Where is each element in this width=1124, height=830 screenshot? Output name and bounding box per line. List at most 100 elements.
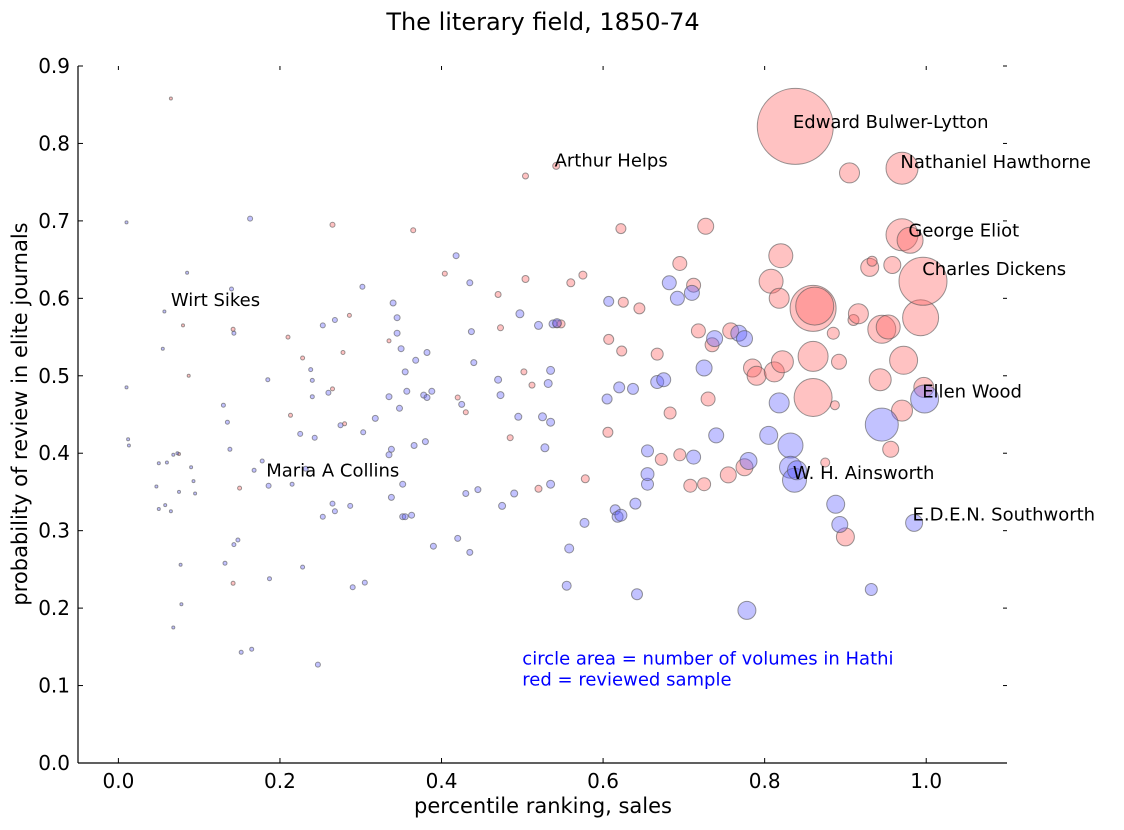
reviewed-point xyxy=(506,434,514,442)
unreviewed-point xyxy=(631,588,643,601)
unreviewed-point xyxy=(412,356,420,364)
x-tick-label: 0.4 xyxy=(426,769,458,793)
x-tick-label: 0.6 xyxy=(587,769,619,793)
reviewed-point xyxy=(898,256,948,306)
reviewed-point xyxy=(672,256,688,271)
unreviewed-point xyxy=(289,481,295,487)
unreviewed-point xyxy=(156,507,161,511)
unreviewed-point xyxy=(371,414,379,422)
reviewed-point xyxy=(847,314,860,326)
unreviewed-point xyxy=(534,320,543,330)
reviewed-point xyxy=(633,302,646,315)
unreviewed-point xyxy=(429,542,437,550)
unreviewed-point xyxy=(641,477,654,491)
reviewed-point xyxy=(882,440,900,458)
reviewed-point xyxy=(441,270,448,277)
unreviewed-point xyxy=(458,400,466,408)
unreviewed-point xyxy=(347,502,354,509)
reviewed-point xyxy=(700,391,716,407)
unreviewed-point xyxy=(410,442,418,449)
unreviewed-point xyxy=(401,513,409,521)
x-tick-label: 1.0 xyxy=(910,769,942,793)
unreviewed-point xyxy=(421,438,429,446)
unreviewed-point xyxy=(235,537,241,543)
unreviewed-point xyxy=(466,279,474,287)
y-axis-label: probability of review in elite journals xyxy=(8,222,32,605)
point-label: Edward Bulwer-Lytton xyxy=(793,112,989,133)
unreviewed-point xyxy=(311,434,318,441)
reviewed-point xyxy=(603,333,615,345)
unreviewed-point xyxy=(189,465,194,470)
reviewed-point xyxy=(875,314,901,340)
unreviewed-point xyxy=(401,368,409,376)
reviewed-point xyxy=(285,334,291,340)
reviewed-point xyxy=(860,257,880,277)
unreviewed-point xyxy=(314,661,321,668)
unreviewed-point xyxy=(329,500,336,507)
unreviewed-point xyxy=(267,576,272,582)
unreviewed-point xyxy=(179,602,184,607)
annotation-text: red = reviewed sample xyxy=(522,670,731,691)
reviewed-point xyxy=(867,314,897,344)
unreviewed-point xyxy=(359,283,366,290)
unreviewed-point xyxy=(168,509,173,514)
unreviewed-point xyxy=(552,318,562,329)
unreviewed-point xyxy=(514,412,523,421)
reviewed-point xyxy=(770,350,794,374)
y-tick-label: 0.4 xyxy=(38,441,70,465)
reviewed-point xyxy=(522,172,529,180)
unreviewed-point xyxy=(185,270,190,275)
reviewed-point xyxy=(181,323,185,328)
unreviewed-point xyxy=(826,494,846,514)
unreviewed-point xyxy=(361,579,368,586)
reviewed-point xyxy=(768,287,790,309)
unreviewed-point xyxy=(905,513,924,532)
labels-layer: Edward Bulwer-Lytton Arthur Helps Nathanie… xyxy=(171,112,1095,526)
unreviewed-point xyxy=(669,290,685,306)
reviewed-point xyxy=(902,299,940,337)
axes-layer: 0.0 0.2 0.4 0.6 0.8 1.0 0.0 0.1 0.2 0.3 0.4 0.5 0.6 0… xyxy=(38,54,1007,793)
unreviewed-point xyxy=(423,394,431,401)
reviewed-point xyxy=(831,353,847,370)
unreviewed-point xyxy=(614,508,628,522)
reviewed-point xyxy=(654,452,668,466)
x-tick-label: 0.8 xyxy=(749,769,781,793)
unreviewed-point xyxy=(540,443,550,453)
unreviewed-point xyxy=(787,460,807,481)
unreviewed-point xyxy=(452,252,460,260)
point-label: Wirt Sikes xyxy=(171,290,260,311)
unreviewed-point xyxy=(474,486,482,494)
y-tick-label: 0.1 xyxy=(38,674,70,698)
unreviewed-point xyxy=(739,452,758,470)
unreviewed-point xyxy=(864,583,878,596)
reviewed-point xyxy=(230,580,236,586)
reviewed-point xyxy=(566,278,576,288)
unreviewed-point xyxy=(686,449,702,465)
point-label: E.D.E.N. Southworth xyxy=(913,505,1096,526)
reviewed-point xyxy=(340,350,346,355)
unreviewed-point xyxy=(229,286,234,292)
reviewed-point xyxy=(797,340,829,372)
reviewed-point xyxy=(602,426,614,438)
unreviewed-point xyxy=(238,649,244,655)
unreviewed-point xyxy=(561,580,572,591)
reviewed-point xyxy=(795,286,835,326)
unreviewed-point xyxy=(759,425,779,445)
unreviewed-point xyxy=(629,497,642,510)
unreviewed-point xyxy=(297,430,304,437)
unreviewed-point xyxy=(546,365,556,375)
reviewed-point xyxy=(230,326,236,332)
unreviewed-point xyxy=(325,389,332,396)
unreviewed-point xyxy=(831,516,849,533)
unreviewed-point xyxy=(385,393,393,401)
reviewed-point xyxy=(758,268,784,294)
unreviewed-point xyxy=(393,314,401,322)
y-tick-label: 0.6 xyxy=(38,286,70,310)
reviewed-point xyxy=(697,477,712,492)
reviewed-point xyxy=(346,312,352,318)
unreviewed-point xyxy=(627,382,639,395)
unreviewed-point xyxy=(171,452,176,457)
unreviewed-point xyxy=(515,309,525,319)
unreviewed-point xyxy=(124,220,129,225)
unreviewed-point xyxy=(564,543,575,554)
